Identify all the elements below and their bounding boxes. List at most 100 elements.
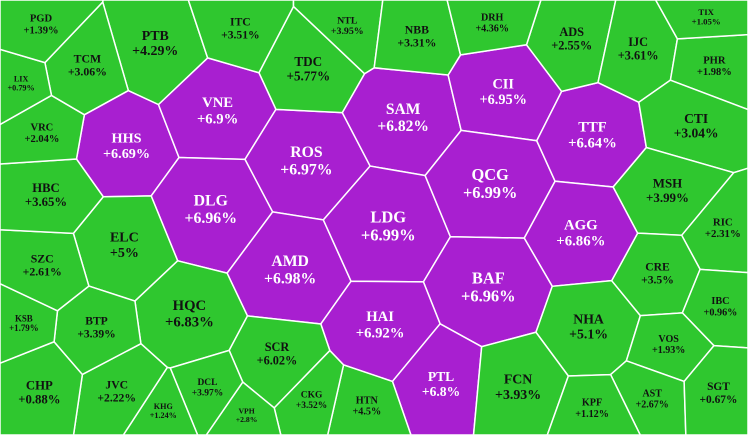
cell [446,0,542,56]
cell-label: AGG [564,217,598,233]
cell-label: DLG [194,192,228,209]
cell-label: PGD [30,14,53,25]
cell-value: +6.99% [361,226,416,245]
cell-value: +3.61% [618,48,659,62]
cell-value: +3.06% [68,65,107,79]
cell-label: LDG [370,207,406,226]
cell-label: SZC [31,251,54,265]
cell-value: +0.67% [700,394,738,406]
cell-label: MSH [653,176,682,191]
cell-label: TCM [74,52,102,66]
cell-value: +3.99% [646,190,689,205]
cell-value: +4.29% [132,44,178,59]
cell-value: +2.8% [236,415,258,424]
cell-label: TDC [294,54,322,69]
cell-label: PTB [142,29,169,44]
cell-label: LIX [14,75,29,84]
cell-label: NBB [405,23,429,36]
cell-value: +6.02% [257,353,298,367]
cell-value: +4.36% [475,23,508,34]
cell-value: +1.79% [9,323,39,333]
cell-value: +6.64% [568,136,617,152]
cell-value: +3.04% [674,126,719,141]
cell-value: +6.9% [197,111,238,127]
cell-label: HTN [356,395,379,406]
cell-value: +5% [110,246,139,261]
cell-label: PHR [703,56,726,67]
cell-label: VOS [658,334,679,345]
cell-label: CKG [301,390,323,400]
cell [292,0,384,75]
cell [0,228,90,312]
cell-value: +6.95% [479,92,526,108]
cell-value: +6.83% [165,314,214,330]
cell [0,158,105,235]
cell [373,0,462,76]
cell [169,349,244,435]
cell [187,0,295,74]
cell-value: +6.99% [463,183,517,202]
cell-value: +2.31% [705,228,741,240]
cell-value: +2.55% [551,38,592,52]
cell-label: VRC [31,122,54,133]
cell-value: +1.05% [692,16,721,26]
cell-value: +6.98% [264,270,316,287]
cell-value: +0.88% [18,392,60,406]
cell-value: +6.92% [356,325,405,341]
cell-label: ITC [230,15,251,28]
cell-value: +3.52% [296,401,327,411]
cell-label: DCL [197,378,217,388]
cell-value: +1.12% [575,409,609,420]
cell-value: +1.39% [23,25,58,36]
cell-label: CRE [645,261,670,274]
cell-value: +6.86% [556,234,605,250]
cell-label: HHS [112,130,142,146]
cell-value: +6.69% [103,146,150,162]
cell-label: IJC [628,35,648,49]
cell-value: +1.93% [652,345,685,356]
cell-label: PTL [428,369,454,384]
cell-label: KHG [154,402,174,411]
cell-label: SGT [707,381,730,393]
cell-label: KSB [15,313,33,323]
cell-value: +3.51% [221,28,260,41]
cell-value: +6.82% [377,118,429,135]
cell [273,349,345,435]
cell [0,0,104,64]
cell [654,0,748,40]
cell-label: DRH [481,12,504,23]
cell-value: +3.65% [25,195,67,209]
cell-label: IBC [711,296,729,307]
cell-value: +5.1% [569,326,608,341]
cell-label: CHP [26,378,53,392]
cell-label: AMD [271,253,309,270]
cell-label: CII [492,76,514,92]
cell-label: HAI [366,309,394,325]
cell-label: NHA [573,311,604,326]
cell-label: ROS [290,144,323,161]
cell-label: AST [642,389,662,400]
cell-label: TTF [578,119,607,135]
cell-value: +3.95% [331,26,364,37]
cell-value: +3.5% [641,273,674,286]
cell-value: +4.5% [352,407,381,418]
cell-value: +0.79% [8,84,35,93]
cell-value: +0.96% [704,307,738,318]
cell-label: CTI [684,111,708,126]
cell-label: VNE [202,95,233,111]
cell-value: +6.97% [280,161,332,178]
cell-value: +2.22% [97,391,136,404]
cell-label: ELC [110,231,139,246]
cell-value: +5.77% [286,68,330,83]
cell-label: RIC [713,216,733,228]
cell-value: +1.98% [697,67,732,78]
cell-label: HQC [173,298,206,314]
cell-label: VPH [239,407,255,416]
cell-label: FCN [504,372,533,387]
cell-value: +3.31% [397,36,436,49]
cell-label: BAF [472,268,505,287]
cell-value: +3.39% [77,327,115,340]
cell-value: +3.93% [495,388,541,403]
cell-value: +2.67% [636,400,669,411]
